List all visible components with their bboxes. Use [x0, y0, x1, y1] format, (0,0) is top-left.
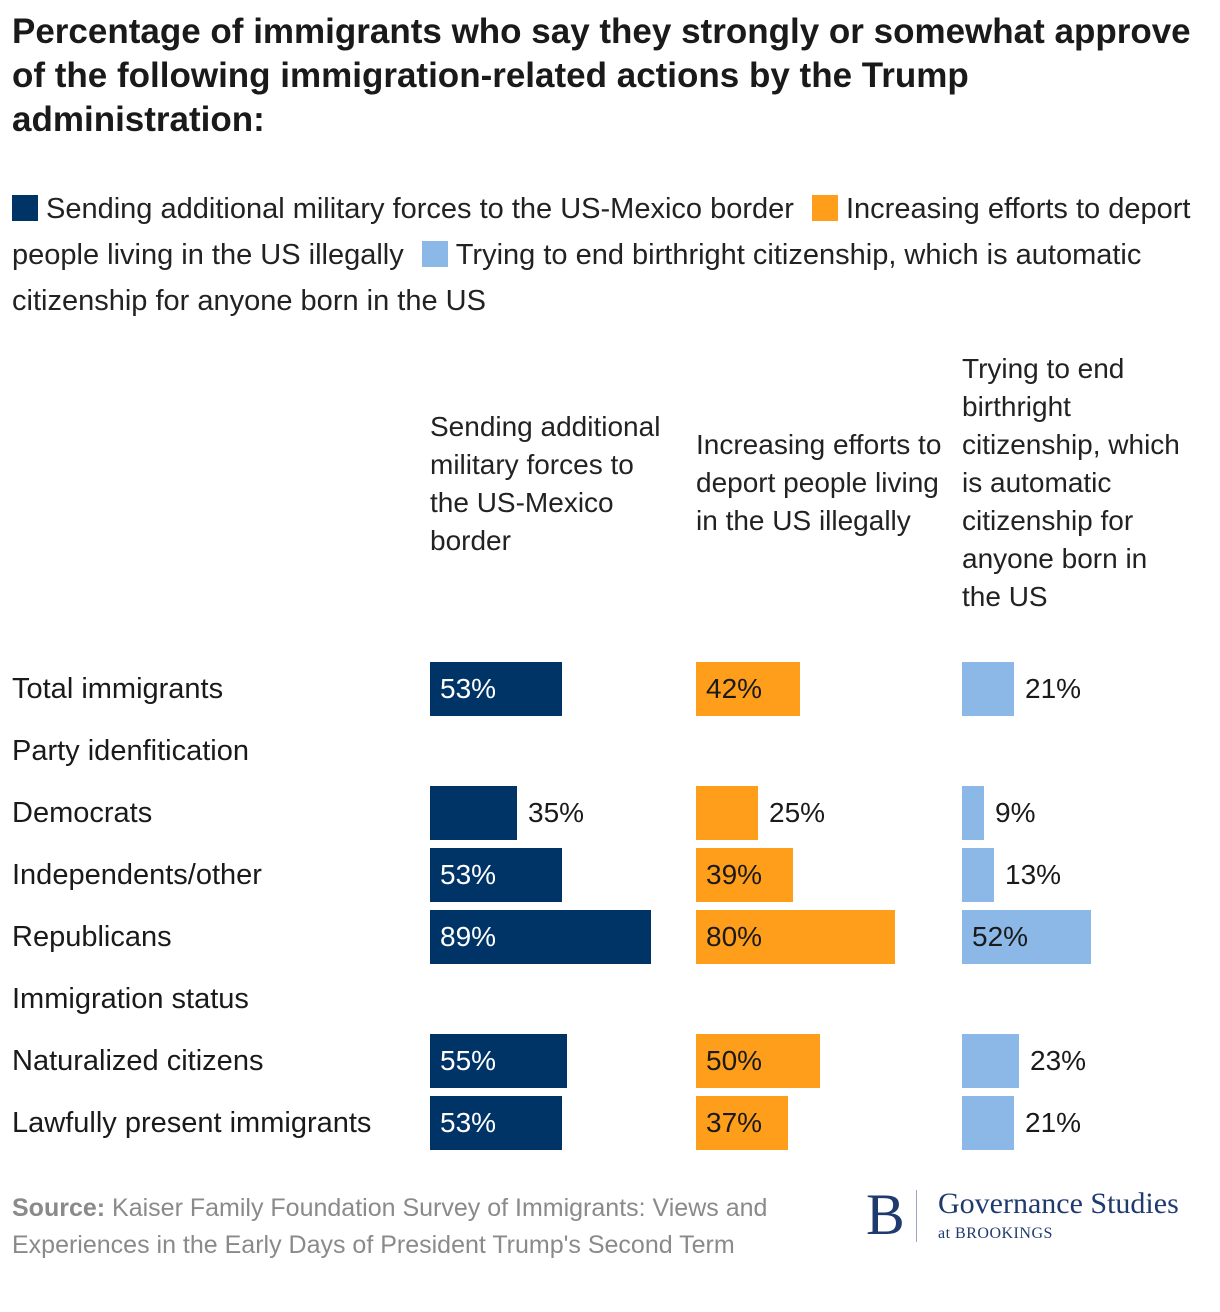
- logo-name: Governance Studies: [938, 1187, 1179, 1220]
- value-label-total-immigrants-s1: 53%: [440, 673, 497, 704]
- value-label-total-immigrants-s3: 21%: [1025, 673, 1082, 704]
- column-header-birthright: Trying to end birthright citizenship, wh…: [962, 353, 1180, 612]
- bar-lawfully-present-immigrants-s3: [962, 1096, 1014, 1150]
- row-label-total-immigrants: Total immigrants: [12, 673, 224, 705]
- value-label-independents-other-s3: 13%: [1005, 859, 1062, 890]
- legend-item-birthright: Trying to end birthright citizenship, wh…: [12, 239, 1141, 317]
- bar-republicans-s1: [430, 910, 651, 964]
- bar-naturalized-citizens-s1: [430, 1034, 567, 1088]
- column-header-military: Sending additional military forces to th…: [430, 411, 661, 556]
- source-text: Kaiser Family Foundation Survey of Immig…: [12, 1194, 768, 1259]
- bar-naturalized-citizens-s3: [962, 1034, 1019, 1088]
- row-label-party-idenfitication: Party idenfitication: [12, 735, 249, 767]
- value-label-democrats-s1: 35%: [528, 797, 585, 828]
- legend-label-birthright: Trying to end birthright citizenship, wh…: [12, 239, 1142, 317]
- chart-title: Percentage of immigrants who say they st…: [12, 12, 1191, 139]
- legend-swatch-military: [12, 195, 38, 221]
- logo-sub: at BROOKINGS: [938, 1225, 1053, 1242]
- legend-swatch-deport: [811, 195, 838, 221]
- logo-letter: B: [866, 1182, 905, 1247]
- value-label-naturalized-citizens-s1: 55%: [440, 1045, 497, 1076]
- bar-total-immigrants-s3: [962, 662, 1014, 716]
- bar-independents-other-s2: [696, 848, 793, 902]
- value-label-naturalized-citizens-s3: 23%: [1030, 1045, 1087, 1076]
- legend-label-deport: Increasing efforts to deport people livi…: [12, 193, 1191, 271]
- bar-republicans-s3: [962, 910, 1091, 964]
- legend-label-military: Sending additional military forces to th…: [46, 193, 794, 225]
- legend: Sending additional military forces to th…: [12, 186, 1207, 324]
- value-label-lawfully-present-immigrants-s2: 37%: [706, 1107, 763, 1138]
- bar-democrats-s2: [696, 786, 758, 840]
- bar-republicans-s2: [696, 910, 895, 964]
- legend-swatch-birthright: [421, 241, 448, 267]
- value-label-total-immigrants-s2: 42%: [706, 673, 763, 704]
- value-label-republicans-s2: 80%: [706, 921, 763, 952]
- source-note: Source: Kaiser Family Foundation Survey …: [12, 1190, 832, 1264]
- brookings-logo: B Governance Studies at BROOKINGS: [866, 1184, 1211, 1254]
- row-label-independents-other: Independents/other: [12, 859, 262, 891]
- row-label-republicans: Republicans: [12, 921, 172, 953]
- row-label-democrats: Democrats: [12, 797, 153, 829]
- legend-item-military: Sending additional military forces to th…: [12, 193, 794, 225]
- value-label-lawfully-present-immigrants-s1: 53%: [440, 1107, 497, 1138]
- source-label: Source:: [12, 1194, 106, 1222]
- bar-total-immigrants-s1: [430, 662, 562, 716]
- row-label-lawfully-present-immigrants: Lawfully present immigrants: [12, 1107, 372, 1139]
- column-header-deport: Increasing efforts to deport people livi…: [696, 429, 942, 536]
- value-label-democrats-s2: 25%: [769, 797, 826, 828]
- bar-democrats-s1: [430, 786, 517, 840]
- bar-lawfully-present-immigrants-s2: [696, 1096, 788, 1150]
- value-label-independents-other-s2: 39%: [706, 859, 763, 890]
- bar-independents-other-s3: [962, 848, 994, 902]
- value-label-republicans-s1: 89%: [440, 921, 497, 952]
- value-label-lawfully-present-immigrants-s3: 21%: [1025, 1107, 1082, 1138]
- value-label-republicans-s3: 52%: [972, 921, 1029, 952]
- value-label-democrats-s3: 9%: [995, 797, 1036, 828]
- bar-lawfully-present-immigrants-s1: [430, 1096, 562, 1150]
- value-label-naturalized-citizens-s2: 50%: [706, 1045, 763, 1076]
- value-label-independents-other-s1: 53%: [440, 859, 497, 890]
- logo-divider: [916, 1190, 917, 1242]
- bar-total-immigrants-s2: [696, 662, 800, 716]
- bar-independents-other-s1: [430, 848, 562, 902]
- legend-item-deport: Increasing efforts to deport people livi…: [12, 193, 1190, 271]
- bar-democrats-s3: [962, 786, 984, 840]
- row-label-naturalized-citizens: Naturalized citizens: [12, 1045, 264, 1077]
- row-label-immigration-status: Immigration status: [12, 983, 249, 1015]
- bar-naturalized-citizens-s2: [696, 1034, 820, 1088]
